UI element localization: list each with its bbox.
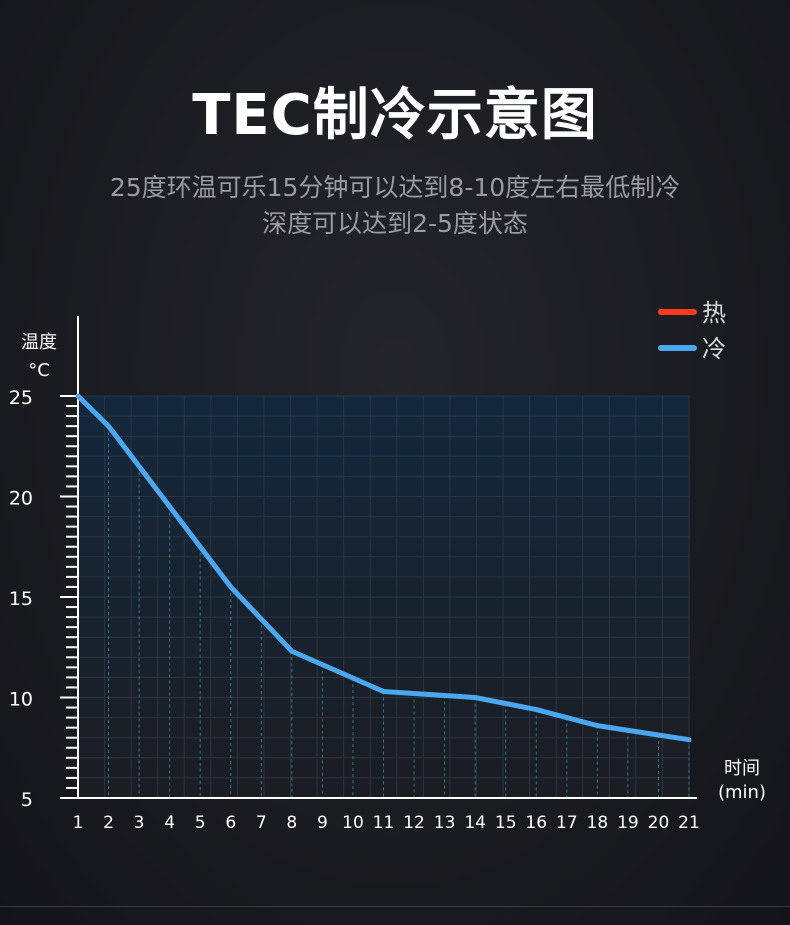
page-subtitle: 25度环温可乐15分钟可以达到8-10度左右最低制冷 深度可以达到2-5度状态 (0, 170, 790, 242)
x-axis-unit: (min) (718, 782, 766, 803)
y-tick-label: 15 (9, 588, 33, 610)
x-tick-label: 11 (373, 813, 395, 833)
x-tick-label: 7 (256, 813, 267, 833)
x-tick-label: 10 (342, 813, 364, 833)
x-tick-label: 17 (556, 813, 578, 833)
x-tick-label: 1 (73, 813, 84, 833)
x-tick-label: 18 (587, 813, 609, 833)
y-tick-label: 5 (21, 789, 33, 811)
series-line-cold (75, 393, 692, 743)
x-tick-label: 21 (678, 813, 700, 833)
x-tick-label: 5 (195, 813, 206, 833)
x-tick-label: 9 (317, 813, 328, 833)
x-tick-label: 2 (103, 813, 114, 833)
x-tick-label: 20 (648, 813, 670, 833)
x-tick-label: 3 (134, 813, 145, 833)
y-tick-label: 25 (9, 387, 33, 409)
x-tick-label: 12 (403, 813, 425, 833)
x-tick-label: 15 (495, 813, 517, 833)
x-tick-label: 19 (617, 813, 639, 833)
subtitle-line-2: 深度可以达到2-5度状态 (262, 209, 528, 238)
y-tick-label: 20 (9, 488, 33, 510)
legend-label: 冷 (702, 335, 726, 363)
x-tick-label: 4 (164, 813, 175, 833)
x-tick-label: 8 (286, 813, 297, 833)
x-axis-label: 时间 (724, 758, 760, 779)
subtitle-line-1: 25度环温可乐15分钟可以达到8-10度左右最低制冷 (109, 173, 681, 202)
page-title: TEC制冷示意图 (192, 83, 598, 148)
x-tick-label: 16 (525, 813, 547, 833)
legend-label: 热 (702, 299, 726, 327)
x-tick-label: 13 (434, 813, 456, 833)
x-tick-label: 14 (464, 813, 486, 833)
y-axis-unit: °C (28, 360, 50, 381)
y-tick-label: 10 (9, 689, 33, 711)
y-axis-label: 温度 (21, 332, 57, 353)
bottom-divider (0, 906, 790, 907)
x-tick-label: 6 (225, 813, 236, 833)
